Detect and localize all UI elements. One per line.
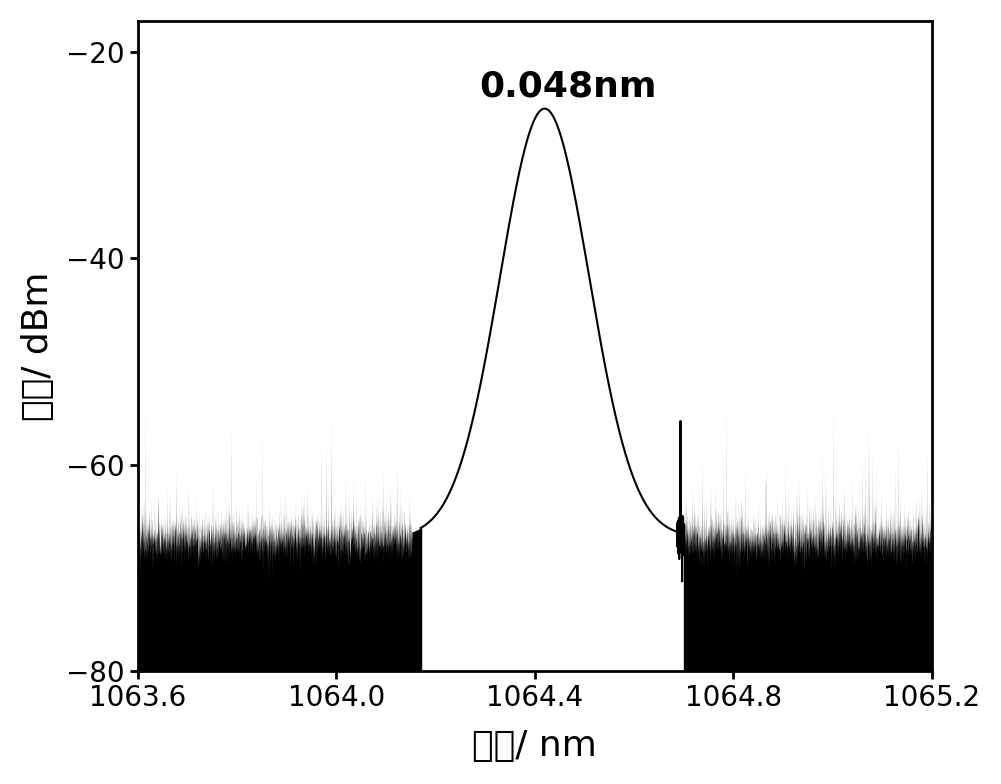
X-axis label: 波长/ nm: 波长/ nm	[472, 729, 598, 763]
Text: 0.048nm: 0.048nm	[479, 70, 657, 103]
Y-axis label: 强度/ dBm: 强度/ dBm	[21, 271, 55, 421]
